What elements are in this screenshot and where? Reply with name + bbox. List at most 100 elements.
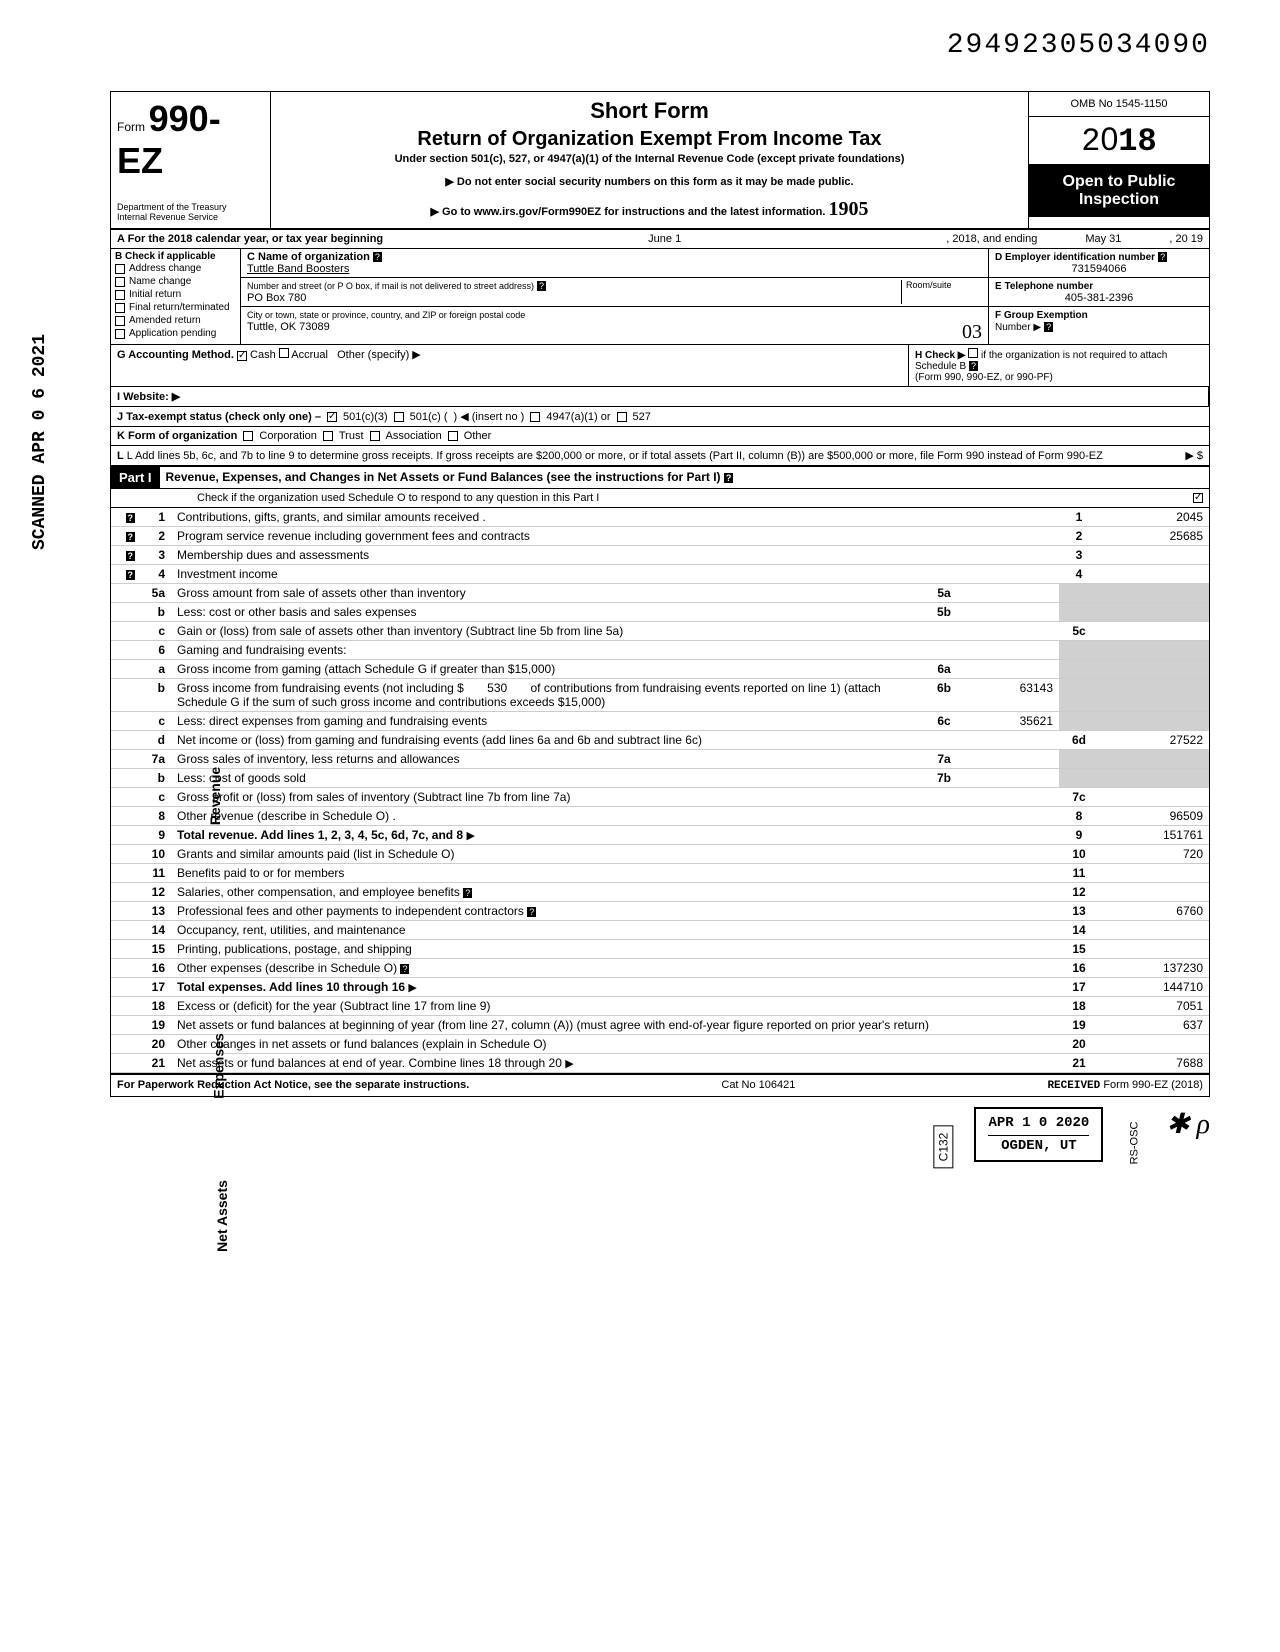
part1-check-text: Check if the organization used Schedule …	[117, 492, 1187, 504]
part1-table: ? 1 Contributions, gifts, grants, and si…	[111, 508, 1209, 1073]
side-revenue: Revenue	[207, 767, 223, 825]
line-6a: a Gross income from gaming (attach Sched…	[111, 660, 1209, 679]
row-a-label: A For the 2018 calendar year, or tax yea…	[117, 233, 383, 245]
room-label: Room/suite	[902, 280, 982, 304]
help-icon: ?	[969, 361, 978, 371]
phone-value: 405-381-2396	[995, 292, 1203, 304]
instruction-2: ▶ Go to www.irs.gov/Form990EZ for instru…	[283, 198, 1016, 221]
section-b: B Check if applicable Address change Nam…	[111, 249, 241, 344]
line-4: ? 4 Investment income 4	[111, 565, 1209, 584]
rs-osc-stamp: RS-OSC	[1129, 1122, 1141, 1165]
j-label: J Tax-exempt status (check only one) –	[117, 411, 321, 423]
opt-other: Other (specify) ▶	[337, 349, 421, 361]
opt-501c: 501(c) (	[410, 411, 448, 423]
line-10: 10 Grants and similar amounts paid (list…	[111, 845, 1209, 864]
opt-pending: Application pending	[129, 328, 216, 339]
opt-final: Final return/terminated	[129, 302, 230, 313]
l-arrow: ▶ $	[1185, 449, 1203, 462]
chk-amended[interactable]: Amended return	[115, 314, 236, 327]
omb-number: OMB No 1545-1150	[1029, 92, 1209, 117]
line-7a: 7a Gross sales of inventory, less return…	[111, 750, 1209, 769]
section-b-title: B Check if applicable	[115, 251, 236, 262]
chk-accrual[interactable]	[279, 348, 289, 358]
chk-name-change[interactable]: Name change	[115, 275, 236, 288]
org-name: Tuttle Band Boosters	[247, 263, 349, 275]
line-6b: b Gross income from fundraising events (…	[111, 679, 1209, 712]
line-17: 17 Total expenses. Add lines 10 through …	[111, 978, 1209, 997]
ein-row: D Employer identification number ? 73159…	[989, 249, 1209, 278]
scanned-stamp: SCANNED APR 0 6 2021	[30, 334, 50, 550]
chk-final[interactable]: Final return/terminated	[115, 301, 236, 314]
opt-amended: Amended return	[129, 315, 201, 326]
opt-501c3: 501(c)(3)	[343, 411, 388, 423]
row-gh: G Accounting Method. Cash Accrual Other …	[111, 345, 1209, 387]
form-number: 990-EZ	[117, 98, 221, 181]
title-cell: Short Form Return of Organization Exempt…	[271, 92, 1029, 228]
ein-value: 731594066	[995, 263, 1203, 275]
line-6d: d Net income or (loss) from gaming and f…	[111, 731, 1209, 750]
section-c: C Name of organization ? Tuttle Band Boo…	[241, 249, 989, 344]
row-a-end: May 31	[1043, 230, 1163, 248]
chk-initial[interactable]: Initial return	[115, 288, 236, 301]
l6b-d1v: 530	[467, 681, 527, 695]
line-16: 16 Other expenses (describe in Schedule …	[111, 959, 1209, 978]
l17-desc: Total expenses. Add lines 10 through 16	[177, 980, 405, 994]
line-5c: c Gain or (loss) from sale of assets oth…	[111, 622, 1209, 641]
stamps-area: C132 APR 1 0 2020 OGDEN, UT RS-OSC ✱ ρ	[110, 1107, 1210, 1162]
handwritten-1905: 1905	[829, 198, 869, 220]
f-number: Number ▶	[995, 322, 1041, 333]
h-label: H Check ▶	[915, 350, 965, 361]
form-ref: RECEIVED Form 990-EZ (2018)	[1047, 1079, 1203, 1092]
chk-schedule-o[interactable]	[1193, 493, 1203, 503]
line-7c: c Gross profit or (loss) from sales of i…	[111, 788, 1209, 807]
part1-label: Part I	[111, 467, 160, 488]
row-a-tax-year: A For the 2018 calendar year, or tax yea…	[111, 230, 1209, 249]
cat-no: Cat No 106421	[721, 1079, 795, 1092]
l9-desc: Total revenue. Add lines 1, 2, 3, 4, 5c,…	[177, 828, 463, 842]
line-21: 21 Net assets or fund balances at end of…	[111, 1054, 1209, 1073]
opt-insert: ) ◀ (insert no )	[454, 410, 525, 423]
chk-501c[interactable]	[394, 412, 404, 422]
chk-4947[interactable]	[530, 412, 540, 422]
row-g: G Accounting Method. Cash Accrual Other …	[111, 345, 909, 386]
tax-year: 2018	[1029, 117, 1209, 165]
year-0: 0	[1101, 121, 1119, 157]
line-7b: b Less: cost of goods sold 7b	[111, 769, 1209, 788]
addr-value: PO Box 780	[247, 292, 306, 304]
chk-other-org[interactable]	[448, 431, 458, 441]
chk-corp[interactable]	[243, 431, 253, 441]
opt-other-org: Other	[464, 430, 492, 442]
part1-check-row: Check if the organization used Schedule …	[111, 489, 1209, 508]
chk-trust[interactable]	[323, 431, 333, 441]
chk-assoc[interactable]	[370, 431, 380, 441]
c-label: C Name of organization	[247, 251, 370, 263]
side-netassets: Net Assets	[214, 1180, 230, 1252]
opt-cash: Cash	[250, 349, 276, 361]
row-h: H Check ▶ if the organization is not req…	[909, 345, 1209, 386]
e-label: E Telephone number	[995, 281, 1093, 292]
signature: ✱ ρ	[1166, 1107, 1210, 1141]
year-18: 18	[1118, 123, 1156, 160]
opt-assoc: Association	[386, 430, 442, 442]
chk-501c3[interactable]	[327, 412, 337, 422]
help-icon: ?	[373, 252, 382, 262]
chk-h[interactable]	[968, 348, 978, 358]
addr-row: Number and street (or P O box, if mail i…	[241, 278, 988, 307]
opt-corp: Corporation	[259, 430, 316, 442]
g-label: G Accounting Method.	[117, 349, 234, 361]
line-15: 15 Printing, publications, postage, and …	[111, 940, 1209, 959]
line-3: ? 3 Membership dues and assessments 3	[111, 546, 1209, 565]
chk-527[interactable]	[617, 412, 627, 422]
chk-address-change[interactable]: Address change	[115, 262, 236, 275]
line-13: 13 Professional fees and other payments …	[111, 902, 1209, 921]
line-8: 8 Other revenue (describe in Schedule O)…	[111, 807, 1209, 826]
i-label: I Website: ▶	[117, 390, 180, 403]
chk-cash[interactable]	[237, 351, 247, 361]
section-def: D Employer identification number ? 73159…	[989, 249, 1209, 344]
stamp-loc: OGDEN, UT	[988, 1135, 1089, 1154]
chk-pending[interactable]: Application pending	[115, 327, 236, 340]
instruction-1: ▶ Do not enter social security numbers o…	[283, 175, 1016, 188]
line-1: ? 1 Contributions, gifts, grants, and si…	[111, 508, 1209, 527]
line-5b: b Less: cost or other basis and sales ex…	[111, 603, 1209, 622]
line-9: 9 Total revenue. Add lines 1, 2, 3, 4, 5…	[111, 826, 1209, 845]
